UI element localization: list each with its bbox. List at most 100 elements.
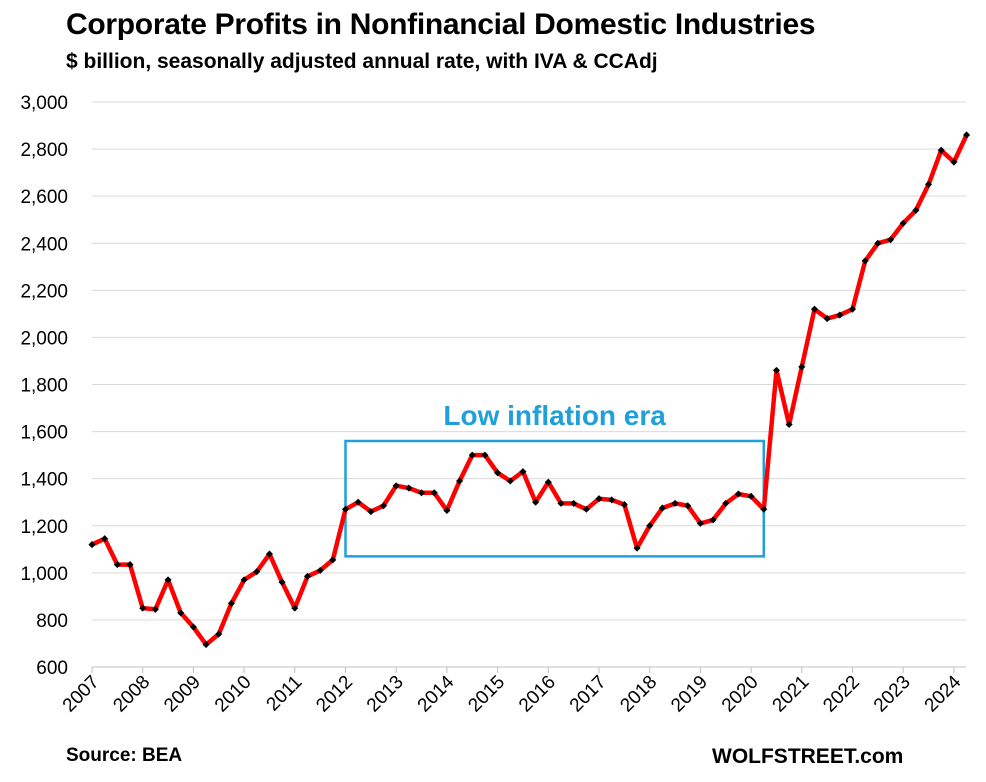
data-point <box>240 576 248 584</box>
y-tick-label: 2,800 <box>20 140 68 161</box>
data-point <box>557 499 565 507</box>
data-point <box>354 498 362 506</box>
data-point <box>418 489 426 497</box>
data-point <box>544 478 552 486</box>
data-point <box>671 499 679 507</box>
data-point <box>633 544 641 552</box>
source-note: Source: BEA <box>66 745 183 766</box>
data-point <box>772 366 780 374</box>
data-point <box>874 239 882 247</box>
x-tick-label: 2017 <box>566 672 611 717</box>
series-line <box>91 134 969 647</box>
x-tick-label: 2013 <box>363 672 408 717</box>
chart-title: Corporate Profits in Nonfinancial Domest… <box>66 8 816 41</box>
data-point <box>810 305 819 313</box>
x-tick-label: 2019 <box>667 672 712 717</box>
data-point <box>963 131 971 139</box>
data-point <box>265 550 273 558</box>
y-tick-label: 1,800 <box>20 376 68 397</box>
data-point <box>227 599 235 607</box>
data-point <box>570 499 578 507</box>
data-point <box>88 541 96 549</box>
data-point <box>925 180 933 188</box>
data-point <box>696 519 704 527</box>
y-axis-tick-labels: 600 800 1,000 1,200 1,400 1,600 1,800 2,000 2,20… <box>20 93 68 679</box>
data-point <box>506 477 514 485</box>
data-point <box>595 495 603 503</box>
data-point <box>760 505 768 513</box>
data-point <box>379 502 388 510</box>
data-point <box>126 561 134 569</box>
data-point <box>722 499 730 507</box>
data-point <box>785 420 793 429</box>
annotation-label: Low inflation era <box>443 400 666 431</box>
data-point <box>950 158 958 166</box>
data-point <box>189 623 197 631</box>
data-point <box>113 561 121 569</box>
x-tick-label: 2009 <box>160 672 205 717</box>
data-point <box>937 146 945 154</box>
x-tick-label: 2010 <box>211 672 256 717</box>
data-point <box>430 489 438 497</box>
data-point <box>316 566 324 575</box>
data-point <box>291 604 299 612</box>
data-point <box>405 484 413 492</box>
data-point <box>367 508 375 516</box>
data-point <box>836 311 844 319</box>
data-point <box>620 501 628 509</box>
x-tick-label: 2012 <box>312 672 357 717</box>
x-tick-label: 2016 <box>515 672 560 717</box>
data-point <box>253 568 261 576</box>
data-point <box>734 490 742 498</box>
data-point <box>481 451 489 459</box>
data-point <box>468 451 476 459</box>
data-point <box>912 206 920 214</box>
data-point <box>658 504 666 512</box>
x-tick-label: 2022 <box>819 672 864 717</box>
data-point <box>823 315 831 323</box>
x-tick-label: 2018 <box>616 672 661 717</box>
data-point <box>747 492 755 500</box>
x-tick-label: 2015 <box>464 672 509 717</box>
y-tick-label: 1,200 <box>20 517 68 538</box>
data-point <box>798 363 806 371</box>
data-point <box>151 605 159 613</box>
x-tick-label: 2008 <box>109 672 154 717</box>
data-point <box>278 578 286 586</box>
data-point <box>709 516 717 524</box>
x-tick-label: 2023 <box>870 672 915 717</box>
x-axis-tick-labels: 2007 2008 2009 2010 2011 2012 2013 2014 2015 2016… <box>59 667 966 716</box>
x-tick-label: 2021 <box>769 672 814 717</box>
data-point <box>341 505 350 513</box>
y-tick-label: 2,200 <box>20 281 68 302</box>
data-point <box>392 482 400 490</box>
data-point <box>456 477 464 485</box>
data-point <box>101 535 109 543</box>
low-inflation-box <box>344 439 766 558</box>
data-point <box>519 468 527 476</box>
data-point <box>202 641 210 649</box>
data-point <box>139 604 147 612</box>
data-point <box>329 556 337 564</box>
y-tick-label: 1,400 <box>20 470 68 491</box>
data-point <box>684 502 692 510</box>
y-tick-label: 800 <box>36 611 68 632</box>
y-tick-label: 2,600 <box>20 187 68 208</box>
data-point <box>886 236 895 244</box>
data-point <box>177 609 185 617</box>
chart-subtitle: $ billion, seasonally adjusted annual ra… <box>66 50 658 73</box>
data-point <box>215 630 223 638</box>
brand-credit: WOLFSTREET.com <box>712 745 904 768</box>
y-tick-label: 2,400 <box>20 234 68 255</box>
data-point <box>899 219 907 227</box>
y-tick-label: 2,000 <box>20 328 68 349</box>
y-tick-label: 1,000 <box>20 564 68 585</box>
y-tick-label: 600 <box>36 658 68 679</box>
x-tick-label: 2014 <box>414 671 459 716</box>
data-point <box>646 522 654 530</box>
y-tick-label: 3,000 <box>20 93 68 114</box>
data-point <box>164 576 172 584</box>
data-point <box>532 498 540 506</box>
y-tick-label: 1,600 <box>20 423 68 444</box>
